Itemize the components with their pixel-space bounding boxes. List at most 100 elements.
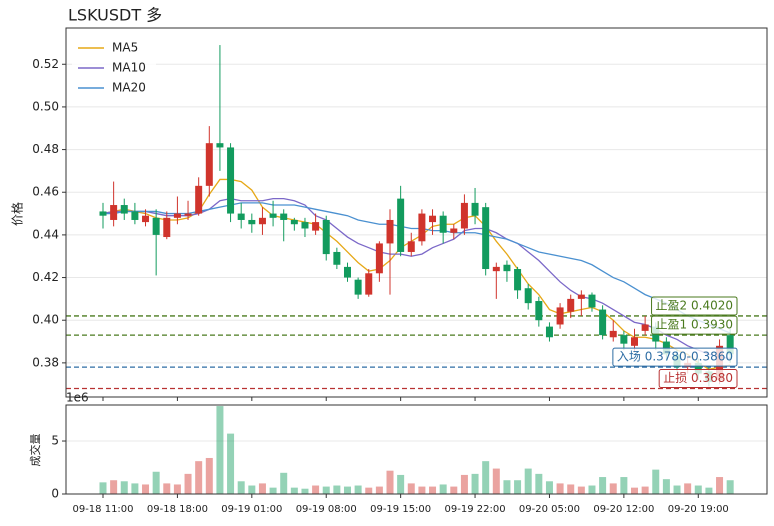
- y-axis-label: 价格: [10, 202, 25, 226]
- x-tick-label: 09-19 01:00: [221, 504, 282, 515]
- volume-bar: [131, 483, 139, 494]
- candle-body: [535, 301, 543, 321]
- volume-bar: [290, 487, 298, 494]
- candle-body: [163, 217, 171, 238]
- candle-body: [216, 143, 224, 148]
- y-tick-label: 0: [51, 487, 59, 501]
- candle-body: [290, 219, 298, 225]
- candle-body: [524, 288, 532, 304]
- volume-bar: [120, 481, 128, 494]
- x-tick-label: 09-19 22:00: [445, 504, 506, 515]
- level-label-text: 止盈1 0.3930: [656, 318, 733, 332]
- candle-body: [152, 217, 160, 235]
- volume-bar: [705, 487, 713, 494]
- candle-body: [301, 222, 309, 229]
- volume-bar: [694, 485, 702, 494]
- volume-bar: [429, 486, 437, 494]
- y-tick-label: 0.50: [32, 99, 59, 113]
- volume-bar: [439, 484, 447, 494]
- volume-bar: [280, 472, 288, 494]
- volume-bar: [397, 474, 405, 494]
- volume-bar: [407, 483, 415, 494]
- legend-label: MA20: [112, 81, 146, 95]
- volume-bar: [556, 483, 564, 494]
- volume-bar: [365, 487, 373, 494]
- candle-body: [545, 326, 553, 338]
- candle-body: [407, 241, 415, 252]
- chart-title: LSKUSDT 多: [68, 6, 162, 25]
- candle-body: [354, 279, 362, 295]
- candle-body: [131, 211, 139, 220]
- volume-bar: [248, 485, 256, 494]
- volume-bar: [163, 483, 171, 494]
- volume-bar: [545, 481, 553, 494]
- y-tick-label: 0.46: [32, 185, 59, 199]
- candle-body: [142, 215, 150, 223]
- volume-bar: [322, 486, 330, 494]
- level-label-box: [651, 296, 738, 316]
- candle-body: [99, 211, 107, 216]
- candle-body: [514, 269, 522, 291]
- candle-body: [471, 202, 479, 216]
- level-label: 止损 0.3680: [658, 368, 738, 388]
- candle-body: [599, 309, 607, 336]
- candle-body: [439, 215, 447, 233]
- volume-bar: [535, 473, 543, 494]
- candle-body: [631, 337, 638, 346]
- candle-body: [482, 207, 490, 270]
- candle-body: [195, 185, 203, 214]
- volume-bar: [195, 461, 203, 494]
- candle-body: [375, 243, 383, 274]
- volume-bar: [216, 406, 224, 494]
- candle-body: [620, 335, 628, 344]
- candle-body: [429, 215, 437, 223]
- volume-bar: [567, 484, 575, 494]
- candle-body: [280, 213, 288, 220]
- volume-bar: [716, 477, 724, 494]
- candle-body: [577, 294, 585, 299]
- volume-bar: [514, 480, 522, 494]
- y-tick-label: 0.44: [32, 227, 59, 241]
- level-label: 止盈1 0.3930: [651, 315, 738, 335]
- volume-bar: [684, 483, 692, 494]
- level-label-text: 止盈2 0.4020: [656, 298, 733, 312]
- volume-bar: [492, 468, 500, 494]
- candle-body: [173, 213, 181, 218]
- y-tick-label: 0.42: [32, 270, 59, 284]
- candle-body: [460, 202, 468, 229]
- volume-bar: [620, 477, 628, 494]
- candle-body: [492, 266, 500, 272]
- candle-body: [205, 143, 213, 186]
- volume-bar: [227, 433, 235, 494]
- volume-bar: [673, 485, 681, 494]
- y-tick-label: 5: [51, 434, 59, 448]
- volume-frame: [65, 404, 768, 495]
- volume-bar: [652, 469, 660, 494]
- y-tick-label: 0.40: [32, 313, 59, 327]
- ma-line: [102, 178, 731, 370]
- volume-bar: [205, 457, 213, 494]
- candle-body: [248, 219, 256, 225]
- volume-bar: [524, 468, 532, 494]
- candle-body: [258, 217, 266, 225]
- level-label: 止盈2 0.4020: [651, 296, 738, 316]
- volume-bar: [99, 482, 107, 494]
- x-tick-label: 09-18 11:00: [72, 504, 133, 515]
- legend-label: MA10: [112, 61, 146, 75]
- level-label: 入场 0.3780-0.3860: [612, 347, 738, 367]
- level-label-box: [651, 315, 738, 335]
- candle-body: [450, 228, 458, 233]
- level-label-box: [612, 347, 738, 367]
- volume-bar: [418, 486, 426, 494]
- volume-bar: [173, 484, 181, 494]
- volume-bar: [152, 471, 160, 494]
- candle-body: [365, 273, 373, 295]
- volume-bar: [641, 486, 649, 494]
- candle-body: [120, 205, 128, 214]
- x-tick-label: 09-20 05:00: [519, 504, 580, 515]
- volume-bar: [237, 481, 245, 494]
- x-tick-label: 09-19 08:00: [296, 504, 357, 515]
- volume-bar: [588, 485, 596, 494]
- volume-bar: [142, 484, 150, 494]
- legend-label: MA5: [112, 41, 138, 55]
